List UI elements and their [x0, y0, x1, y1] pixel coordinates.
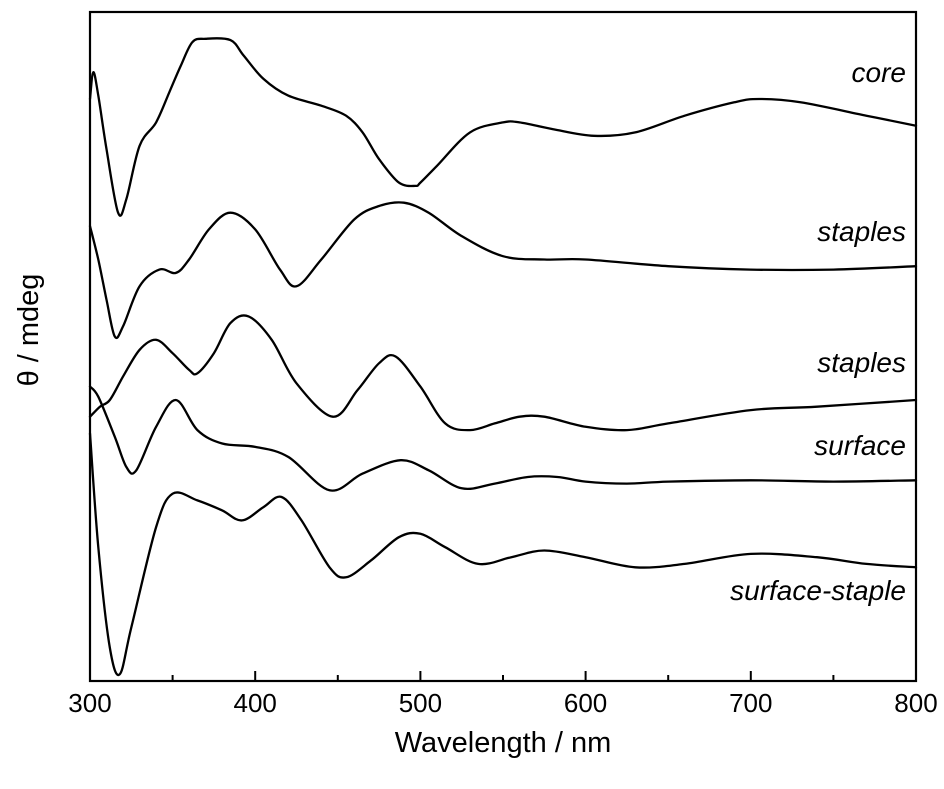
x-tick-label: 600	[564, 688, 607, 718]
series-label-surface-staple: surface-staple	[730, 575, 906, 606]
x-axis-ticks	[89, 671, 917, 681]
series-line-staples-2	[88, 314, 918, 432]
series-labels: core staples staples surface surface-staple	[730, 57, 906, 606]
x-tick-label: 400	[234, 688, 277, 718]
x-tick-label: 700	[729, 688, 772, 718]
series-label-surface: surface	[814, 430, 906, 461]
x-tick-label: 800	[894, 688, 937, 718]
series-label-staples-1: staples	[817, 216, 906, 247]
y-axis-title: θ / mdeg	[13, 274, 45, 387]
series-line-surface-staple	[88, 432, 918, 677]
x-axis-tick-labels: 300 400 500 600 700 800	[68, 688, 937, 718]
series-label-core: core	[852, 57, 906, 88]
series-label-staples-2: staples	[817, 347, 906, 378]
x-tick-label: 300	[68, 688, 111, 718]
x-tick-label: 500	[399, 688, 442, 718]
series-line-staples-1	[88, 201, 918, 340]
series-curves	[88, 37, 918, 677]
x-axis-title: Wavelength / nm	[395, 727, 612, 759]
series-line-core	[88, 37, 918, 217]
series-line-surface	[88, 385, 918, 492]
